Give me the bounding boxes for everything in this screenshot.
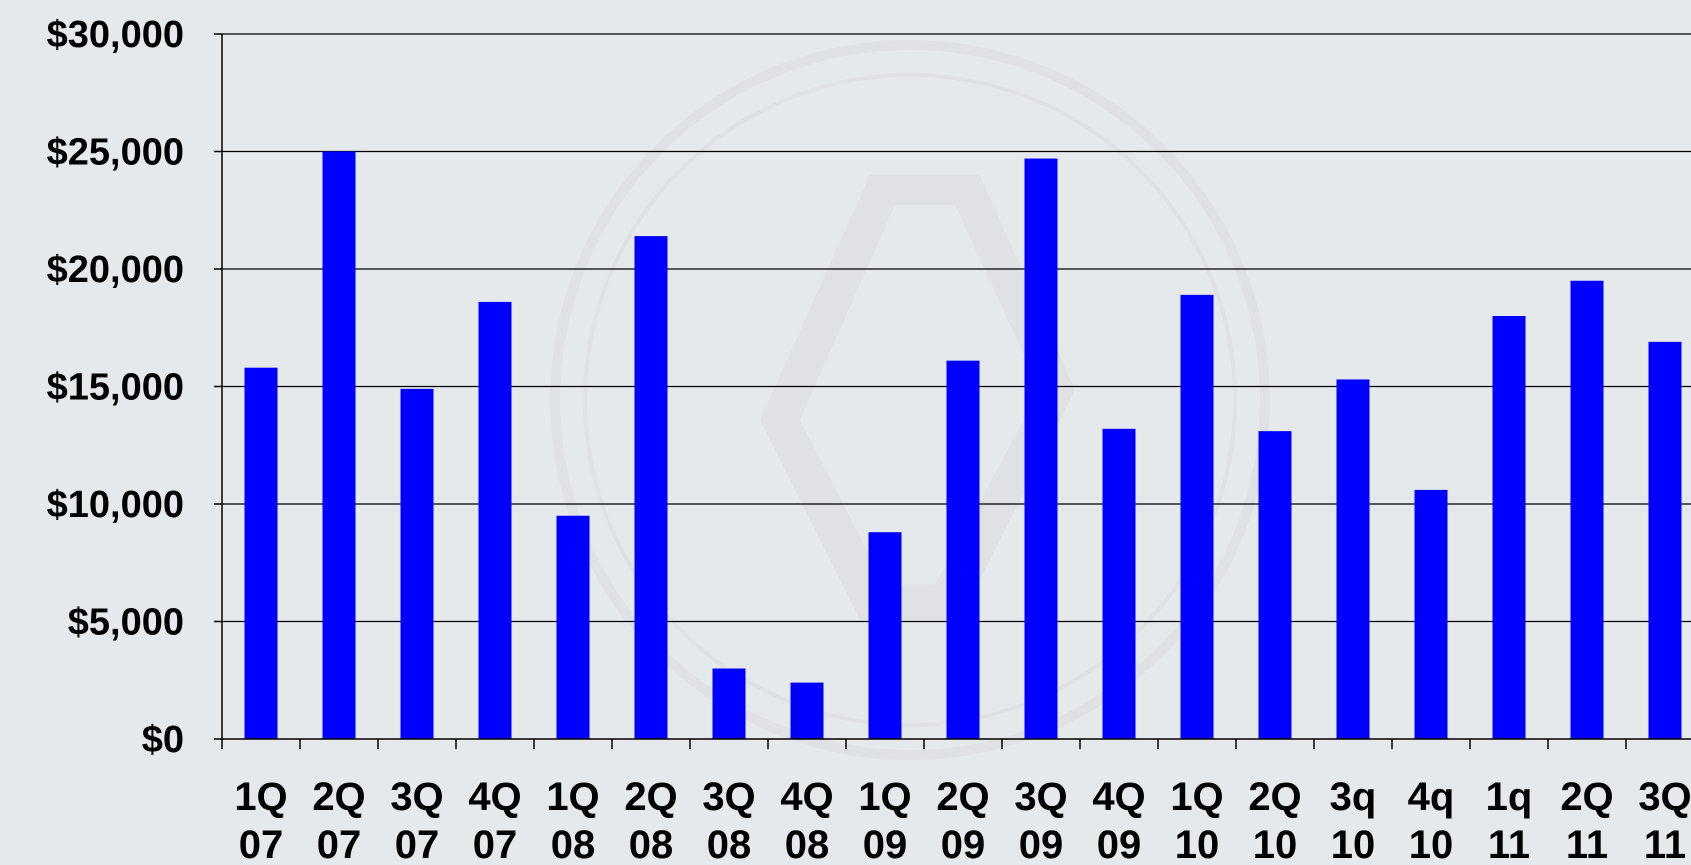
x-tick-label-quarter: 1Q <box>234 775 287 819</box>
x-tick-label-year: 08 <box>629 823 674 865</box>
x-tick-label-quarter: 3q <box>1330 775 1377 819</box>
bar <box>712 668 746 739</box>
y-tick-label: $15,000 <box>47 367 184 409</box>
x-tick-label-quarter: 3Q <box>1014 775 1067 819</box>
x-tick-label-quarter: 3Q <box>390 775 443 819</box>
axes <box>214 33 1691 749</box>
x-tick-label-year: 07 <box>239 823 284 865</box>
x-tick-label-quarter: 1Q <box>546 775 599 819</box>
y-tick-labels: $0 $5,000 $10,000 $15,000 $20,000 $25,000 $30,… <box>47 14 184 761</box>
x-tick-label-year: 08 <box>707 823 752 865</box>
y-tick-label: $25,000 <box>47 132 184 174</box>
x-tick-label-year: 08 <box>551 823 596 865</box>
bar <box>1492 316 1526 739</box>
bar <box>1102 428 1136 739</box>
y-tick-label: $20,000 <box>47 249 184 291</box>
x-tick-label-year: 07 <box>473 823 518 865</box>
bar <box>322 151 356 739</box>
x-tick-label-year: 11 <box>1566 823 1608 865</box>
x-tick-label-year: 11 <box>1644 823 1686 865</box>
bars <box>244 151 1682 740</box>
x-tick-label-quarter: 3Q <box>702 775 755 819</box>
bar <box>556 515 590 739</box>
x-tick-label-year: 09 <box>941 823 986 865</box>
x-tick-label-quarter: 2Q <box>624 775 677 819</box>
x-tick-label-year: 07 <box>395 823 440 865</box>
bar <box>1648 341 1682 739</box>
x-tick-label-year: 10 <box>1331 823 1376 865</box>
y-tick-label: $0 <box>142 719 184 761</box>
x-tick-label-quarter: 4Q <box>780 775 833 819</box>
bar <box>478 301 512 739</box>
x-tick-label-year: 11 <box>1488 823 1530 865</box>
y-tick-label: $5,000 <box>68 602 184 644</box>
bar <box>1570 280 1604 739</box>
bar <box>634 236 668 739</box>
y-tick-label: $30,000 <box>47 14 184 56</box>
bar <box>400 388 434 739</box>
bar <box>946 360 980 739</box>
x-tick-label-year: 09 <box>863 823 908 865</box>
bar <box>868 532 902 739</box>
bar <box>1180 294 1214 739</box>
x-tick-label-year: 09 <box>1097 823 1142 865</box>
x-tick-label-quarter: 2Q <box>936 775 989 819</box>
x-tick-label-year: 10 <box>1409 823 1454 865</box>
bar <box>790 682 824 739</box>
x-tick-label-quarter: 1Q <box>1170 775 1223 819</box>
x-tick-label-year: 10 <box>1175 823 1220 865</box>
x-tick-label-year: 09 <box>1019 823 1064 865</box>
bar <box>1258 431 1292 739</box>
x-tick-label-year: 10 <box>1253 823 1298 865</box>
bar <box>1024 158 1058 740</box>
x-tick-label-quarter: 4Q <box>1092 775 1145 819</box>
x-tick-label-quarter: 4Q <box>468 775 521 819</box>
x-tick-labels: 1Q072Q073Q074Q071Q082Q083Q084Q081Q092Q09… <box>234 775 1691 865</box>
bar <box>244 367 278 739</box>
y-tick-label: $10,000 <box>47 484 184 526</box>
x-tick-label-quarter: 2Q <box>312 775 365 819</box>
bar <box>1414 489 1448 739</box>
x-tick-label-quarter: 4q <box>1408 775 1455 819</box>
x-tick-label-year: 08 <box>785 823 830 865</box>
bar <box>1336 379 1370 739</box>
x-tick-label-quarter: 2Q <box>1248 775 1301 819</box>
x-tick-label-quarter: 1Q <box>858 775 911 819</box>
x-tick-label-year: 07 <box>317 823 362 865</box>
x-tick-label-quarter: 3Q <box>1638 775 1691 819</box>
x-tick-label-quarter: 1q <box>1486 775 1533 819</box>
x-tick-label-quarter: 2Q <box>1560 775 1613 819</box>
